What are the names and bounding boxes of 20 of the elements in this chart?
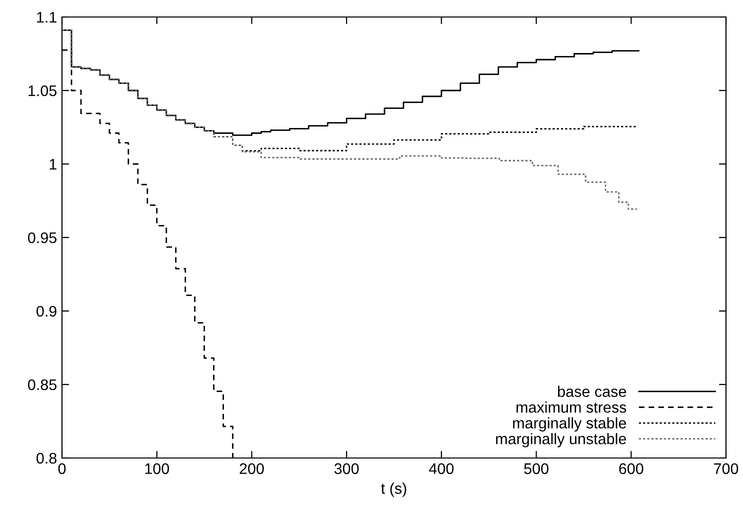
x-tick-label: 200	[240, 463, 264, 474]
x-tick-label: 300	[334, 463, 359, 474]
y-tick-label: 0.95	[28, 232, 56, 244]
legend-label: base case	[558, 386, 626, 397]
legend-label: marginally stable	[513, 417, 626, 432]
x-tick-label: 700	[714, 463, 738, 474]
y-tick-label: 0.85	[28, 379, 56, 390]
legend-label: marginally unstable	[496, 433, 626, 448]
x-tick-label: 500	[524, 463, 548, 474]
y-tick-label: 1.1	[37, 12, 56, 23]
legend-label: maximum stress	[516, 402, 626, 413]
x-tick-label: 600	[619, 463, 644, 474]
x-axis-title: t (s)	[381, 482, 406, 497]
x-tick-label: 0	[58, 463, 66, 474]
y-tick-label: 0.8	[36, 452, 56, 464]
x-tick-label: 100	[145, 463, 170, 474]
y-tick-label: 1	[50, 159, 56, 170]
y-tick-label: 1.05	[28, 85, 56, 96]
y-tick-label: 0.9	[36, 306, 56, 317]
x-tick-label: 400	[429, 463, 454, 474]
